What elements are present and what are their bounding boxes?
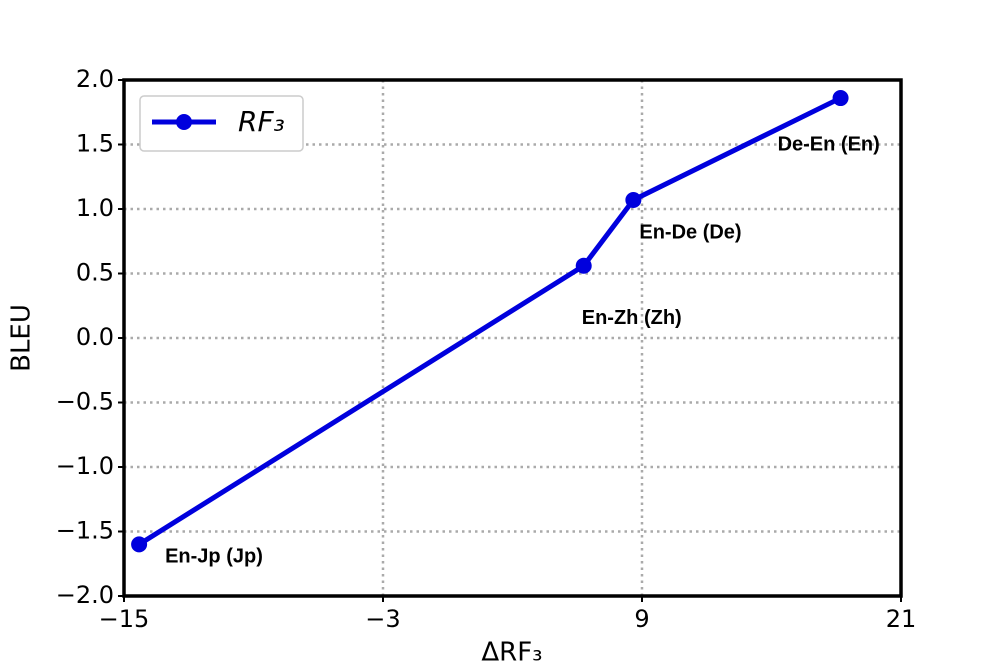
legend-label: RF₃ <box>238 105 285 138</box>
point <box>625 191 642 208</box>
x-tick-label: 21 <box>886 605 917 633</box>
legend-box <box>139 95 304 152</box>
annotation: En-Zh (Zh) <box>582 307 682 329</box>
x-tick-label: −15 <box>99 605 150 633</box>
y-tick-label: −2.0 <box>56 581 114 609</box>
x-tick-label: −3 <box>365 605 400 633</box>
y-tick-label: −0.5 <box>56 388 114 416</box>
plot-frame <box>122 78 903 598</box>
x-tick-label: 9 <box>634 605 649 633</box>
point <box>131 536 148 553</box>
y-tick-label: −1.0 <box>56 452 114 480</box>
x-axis-label: ΔRF₃ <box>481 638 542 668</box>
y-tick-label: −1.5 <box>56 517 114 545</box>
line <box>137 95 842 547</box>
y-tick-label: 1.5 <box>76 130 114 158</box>
y-tick-label: 0.0 <box>76 323 114 351</box>
point <box>832 90 849 107</box>
annotation: En-Jp (Jp) <box>165 546 263 568</box>
y-axis-label: BLEU <box>7 304 37 372</box>
y-tick-label: 2.0 <box>76 65 114 93</box>
y-tick-label: 1.0 <box>76 194 114 222</box>
annotation: En-De (De) <box>639 221 741 243</box>
y-tick-label: 0.5 <box>76 259 114 287</box>
annotation: De-En (En) <box>778 133 880 155</box>
legend-marker <box>176 114 192 130</box>
point <box>575 257 592 274</box>
